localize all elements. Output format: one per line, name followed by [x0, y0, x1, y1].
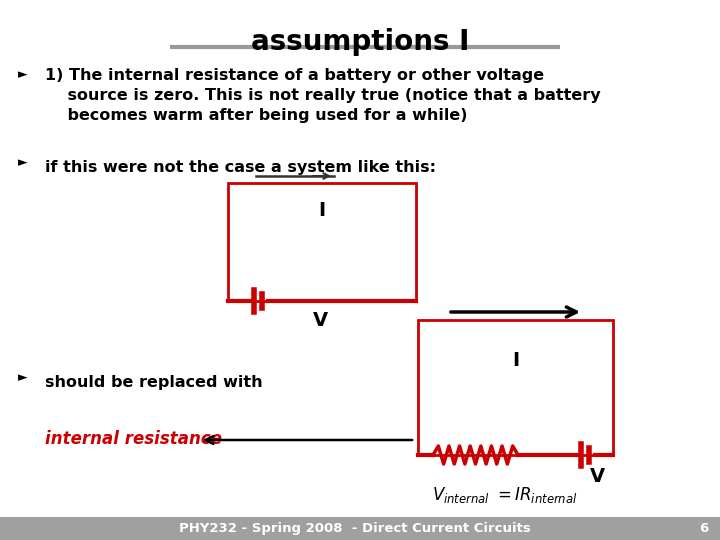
Text: I: I — [512, 350, 519, 369]
Bar — [418, 320, 613, 455]
Text: $=IR_{internal}$: $=IR_{internal}$ — [494, 485, 577, 505]
Text: $V_{internal}$: $V_{internal}$ — [432, 485, 490, 505]
Text: V: V — [590, 468, 605, 487]
Text: 6: 6 — [698, 522, 708, 535]
Text: V: V — [312, 312, 328, 330]
Bar — [228, 183, 416, 301]
Text: assumptions I: assumptions I — [251, 28, 469, 56]
Text: ►: ► — [18, 372, 27, 384]
Text: PHY232 - Spring 2008  - Direct Current Circuits: PHY232 - Spring 2008 - Direct Current Ci… — [179, 522, 531, 535]
Text: I: I — [318, 201, 325, 220]
Text: ►: ► — [18, 69, 27, 82]
Text: if this were not the case a system like this:: if this were not the case a system like … — [45, 160, 436, 175]
Text: should be replaced with: should be replaced with — [45, 375, 263, 390]
Bar — [0, 517, 720, 540]
Text: ►: ► — [18, 157, 27, 170]
Text: internal resistance: internal resistance — [45, 430, 222, 448]
Text: 1) The internal resistance of a battery or other voltage
    source is zero. Thi: 1) The internal resistance of a battery … — [45, 68, 600, 123]
